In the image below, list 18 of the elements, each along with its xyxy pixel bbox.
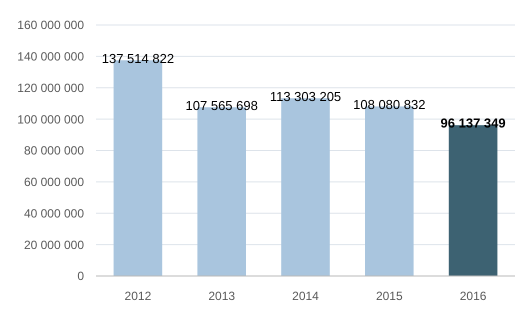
y-tick-label: 100 000 000 [17,112,84,126]
y-tick-label: 120 000 000 [17,80,84,95]
data-label: 107 565 698 [186,98,258,113]
data-label: 108 080 832 [353,97,426,112]
y-tick-label: 80 000 000 [24,144,84,158]
y-tick-label: 20 000 000 [24,238,84,252]
x-tick-label: 2016 [460,289,487,304]
x-tick-label: 2013 [208,289,236,304]
data-label: 113 303 205 [270,88,342,104]
x-tick-label: 2015 [376,289,403,304]
y-tick-label: 140 000 000 [17,50,84,64]
y-tick-label: 40 000 000 [24,206,84,220]
y-tick-label: 160 000 000 [17,18,84,32]
x-tick-label: 2012 [124,289,152,304]
data-label: 137 514 822 [102,50,174,66]
y-tick-label: 60 000 000 [24,175,84,190]
y-tick-label: 0 [77,269,84,284]
x-tick-label: 2014 [292,289,320,304]
